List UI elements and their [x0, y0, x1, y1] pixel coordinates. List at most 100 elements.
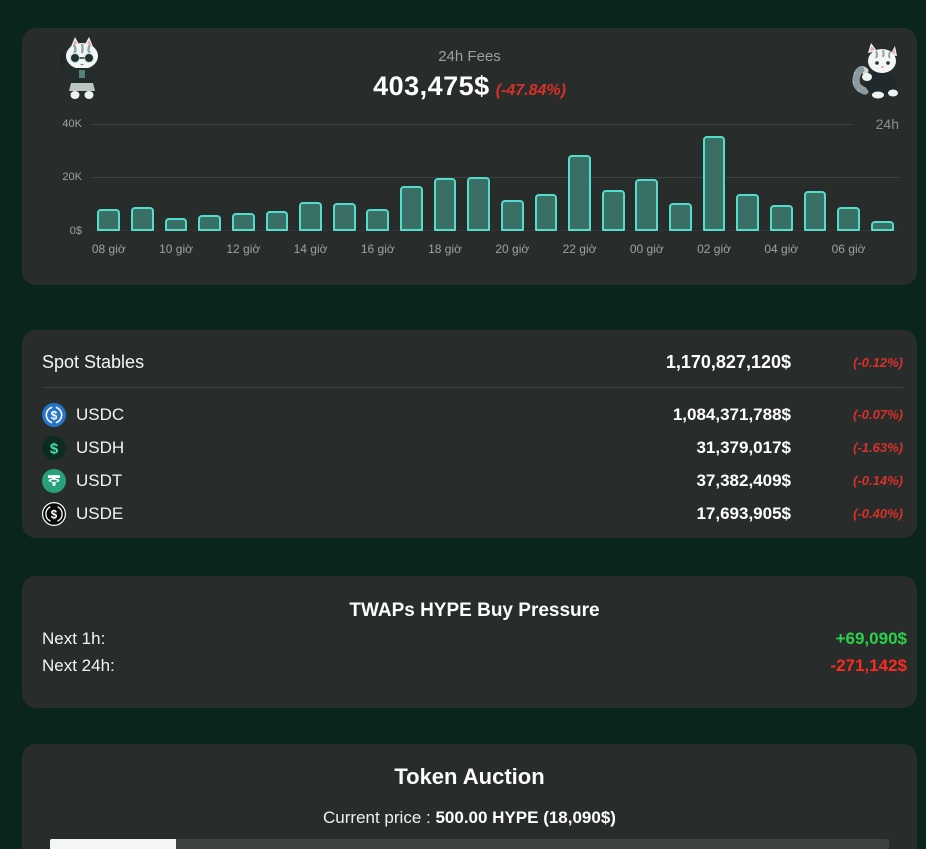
fee-bar[interactable] [366, 209, 390, 231]
bar-slot [193, 124, 227, 231]
x-tick-label: 08 giờ [91, 242, 126, 256]
twap-row-24h: Next 24h: -271,142$ [42, 656, 907, 676]
fee-bar[interactable] [231, 213, 255, 231]
fees-change-pct: (-47.84%) [495, 82, 566, 99]
fees-value: 403,475$ [373, 71, 490, 101]
fee-bar[interactable] [299, 202, 322, 231]
fees-title: 24h Fees [438, 48, 501, 65]
coin-change: (-0.40%) [853, 506, 903, 521]
range-label: 24h [870, 116, 899, 132]
bar-slot [865, 124, 899, 231]
fees-chart-plot: 24h [92, 116, 899, 231]
coin-value: 17,693,905$ [696, 503, 791, 523]
fees-chart-x-axis: 08 giờ 10 giờ 12 giờ 14 giờ 16 giờ 18 giờ 20 g… [92, 239, 899, 263]
fee-bar[interactable] [97, 209, 121, 231]
bar-slot [462, 124, 496, 231]
bar-slot [92, 124, 126, 231]
auction-price-value: 500.00 HYPE (18,090$) [435, 808, 616, 827]
x-tick-label: 14 giờ [293, 242, 328, 256]
bar-slot [596, 124, 630, 231]
coin-change: (-1.63%) [853, 440, 903, 455]
auction-price-label: Current price : [323, 808, 436, 827]
fee-bar[interactable] [265, 211, 289, 231]
svg-text:$: $ [50, 440, 59, 457]
coin-value: 1,084,371,788$ [672, 404, 791, 424]
x-tick-label: 22 giờ [562, 242, 597, 256]
coin-row-usdc: $ USDC 1,084,371,788$ (-0.07%) [42, 398, 903, 431]
coin-value: 37,382,409$ [696, 470, 791, 490]
spot-stables-total: 1,170,827,120$ [665, 352, 791, 372]
fee-bar[interactable] [568, 155, 591, 231]
fees-bars [92, 124, 899, 231]
twaps-title: TWAPs HYPE Buy Pressure [349, 600, 600, 621]
bar-slot [798, 124, 832, 231]
token-auction-card: Token Auction Current price : 500.00 HYP… [22, 744, 917, 849]
auction-title: Token Auction [394, 764, 545, 789]
bar-slot [361, 124, 395, 231]
usdt-coin-icon [42, 468, 66, 493]
divider [42, 387, 903, 388]
fee-bar[interactable] [702, 136, 726, 231]
fee-bar[interactable] [534, 194, 558, 231]
fee-bar[interactable] [769, 205, 793, 231]
fee-bar[interactable] [500, 200, 524, 231]
y-tick-40k: 40K [62, 118, 82, 130]
x-tick-label: 12 giờ [226, 242, 261, 256]
cat-crawling-icon [851, 41, 901, 104]
cat-librarian-icon [56, 36, 108, 107]
coin-name: USDH [76, 437, 125, 457]
fee-bar[interactable] [400, 186, 423, 231]
bar-slot [260, 124, 294, 231]
x-tick-label: 04 giờ [764, 242, 799, 256]
fee-bar[interactable] [669, 203, 692, 231]
svg-text:$: $ [51, 509, 58, 521]
usdc-coin-icon: $ [42, 402, 66, 427]
twaps-card: TWAPs HYPE Buy Pressure Next 1h: +69,090… [22, 576, 917, 708]
x-tick-label: 10 giờ [159, 242, 194, 256]
fee-bar[interactable] [736, 194, 760, 231]
twap-value-positive: +69,090$ [835, 629, 907, 648]
x-tick-label: 20 giờ [495, 242, 530, 256]
fee-bar[interactable] [131, 207, 154, 231]
fee-bar[interactable] [803, 191, 827, 231]
gridline-0 [92, 230, 899, 231]
fee-bar[interactable] [870, 221, 894, 231]
fee-bar[interactable] [433, 178, 457, 231]
fee-bar[interactable] [601, 190, 625, 231]
fee-bar[interactable] [332, 203, 356, 231]
twap-label: Next 24h: [42, 656, 115, 675]
bar-slot [159, 124, 193, 231]
svg-text:$: $ [51, 408, 58, 422]
gridline-20k [92, 177, 899, 178]
bar-slot [731, 124, 765, 231]
x-tick-label: 06 giờ [831, 242, 866, 256]
usde-coin-icon: $ [42, 501, 66, 526]
fee-bar[interactable] [635, 179, 659, 231]
x-tick-label: 02 giờ [697, 242, 732, 256]
coin-row-usdt: USDT 37,382,409$ (-0.14%) [42, 464, 903, 497]
bar-slot [327, 124, 361, 231]
bar-slot [395, 124, 429, 231]
x-tick-label: 16 giờ [360, 242, 395, 256]
usdh-coin-icon: $ [42, 435, 66, 460]
x-tick-label: 18 giờ [428, 242, 463, 256]
fee-bar[interactable] [164, 218, 188, 231]
spot-stables-total-change: (-0.12%) [853, 355, 903, 370]
coin-change: (-0.14%) [853, 473, 903, 488]
bar-slot [529, 124, 563, 231]
fees-card: 24h Fees 403,475$ (-47.84%) 40K 20K 0$ 2… [22, 28, 917, 285]
coin-name: USDT [76, 470, 123, 490]
auction-progress-fill [50, 839, 176, 849]
x-tick-label: 00 giờ [629, 242, 664, 256]
bar-slot [697, 124, 731, 231]
fees-chart: 40K 20K 0$ 24h [40, 116, 899, 237]
coin-change: (-0.07%) [853, 407, 903, 422]
fee-bar[interactable] [198, 215, 222, 231]
coin-name: USDC [76, 404, 125, 424]
y-tick-20k: 20K [62, 171, 82, 183]
bar-slot [630, 124, 664, 231]
spot-stables-card: Spot Stables 1,170,827,120$ (-0.12%) $ U… [22, 330, 917, 538]
fee-bar[interactable] [837, 207, 860, 231]
spot-stables-header: Spot Stables 1,170,827,120$ (-0.12%) [42, 346, 903, 383]
fee-bar[interactable] [467, 177, 491, 231]
